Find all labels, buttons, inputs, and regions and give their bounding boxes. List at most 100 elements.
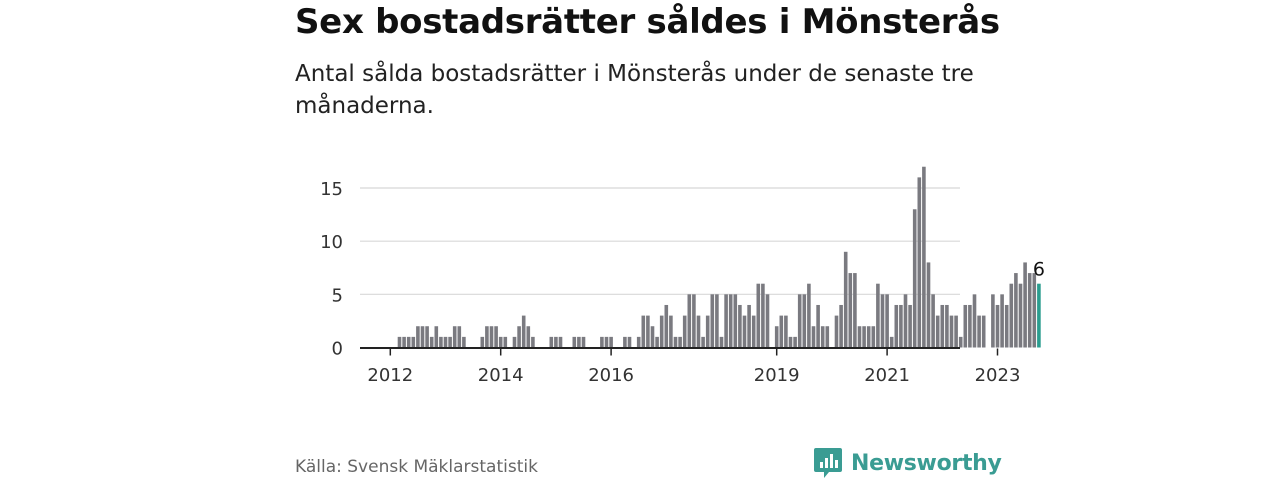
- bar: [1004, 304, 1009, 348]
- brand-name: Newsworthy: [851, 450, 1002, 476]
- bar: [701, 336, 705, 348]
- bar: [807, 283, 811, 348]
- bar: [724, 294, 728, 348]
- bar: [609, 336, 613, 348]
- bar: [922, 166, 926, 348]
- bar: [517, 326, 521, 348]
- bar: [885, 294, 889, 348]
- y-tick-label: 0: [332, 339, 343, 360]
- bar: [554, 336, 558, 348]
- bar: [719, 336, 724, 348]
- y-tick-label: 5: [332, 285, 343, 306]
- x-tick-label: 2021: [864, 365, 910, 386]
- y-tick-label: 15: [320, 179, 343, 200]
- bar: [738, 304, 742, 348]
- bar: [710, 294, 715, 348]
- bar: [512, 336, 517, 348]
- y-axis-ticks: 0 5 10 15: [320, 179, 343, 360]
- bar: [429, 336, 434, 348]
- newsworthy-logo-icon: [814, 448, 842, 478]
- bar: [816, 304, 820, 348]
- bar: [397, 336, 402, 348]
- bar: [531, 336, 535, 348]
- bar: [577, 336, 581, 348]
- bar: [931, 294, 935, 348]
- bar: [581, 336, 586, 348]
- bar: [526, 326, 531, 348]
- bar: [876, 283, 880, 348]
- bar: [880, 294, 885, 348]
- bar: [623, 336, 627, 348]
- bar: [958, 336, 963, 348]
- bar: [908, 304, 912, 348]
- bar: [811, 326, 816, 348]
- bar: [972, 294, 977, 348]
- bar: [503, 336, 508, 348]
- bar: [705, 315, 710, 348]
- bar: [765, 294, 770, 348]
- bar: [991, 294, 995, 348]
- y-tick-label: 10: [320, 232, 343, 253]
- bar: [402, 336, 406, 348]
- bar: [678, 336, 682, 348]
- chart-title: Sex bostadsrätter såldes i Mönsterås: [295, 2, 1000, 42]
- bar: [452, 326, 457, 348]
- bar: [917, 177, 922, 348]
- bar: [604, 336, 609, 348]
- bar: [839, 304, 843, 348]
- bar: [521, 315, 526, 348]
- bar: [448, 336, 452, 348]
- bar: [977, 315, 981, 348]
- bar: [1018, 283, 1023, 348]
- bar: [692, 294, 696, 348]
- bar: [416, 326, 420, 348]
- bar: [843, 251, 848, 348]
- bar: [940, 304, 945, 348]
- bar: [728, 294, 733, 348]
- bar: [1014, 273, 1018, 348]
- bar: [434, 326, 439, 348]
- bar: [751, 315, 756, 348]
- bar: [784, 315, 788, 348]
- bar: [894, 304, 899, 348]
- x-tick-label: 2023: [975, 365, 1021, 386]
- bar: [981, 315, 986, 348]
- last-value-label: 6: [1033, 259, 1045, 281]
- bar: [485, 326, 489, 348]
- bar: [899, 304, 903, 348]
- bar: [558, 336, 563, 348]
- bar: [406, 336, 411, 348]
- bar: [949, 315, 954, 348]
- bar: [853, 273, 857, 348]
- bar: [747, 304, 751, 348]
- bar: [871, 326, 876, 348]
- bar: [756, 283, 761, 348]
- bar: [715, 294, 719, 348]
- bar: [673, 336, 678, 348]
- bar: [862, 326, 866, 348]
- bar: [636, 336, 641, 348]
- bar: [1032, 273, 1037, 348]
- bar: [912, 209, 917, 348]
- bar: [1027, 273, 1032, 348]
- bar: [664, 304, 669, 348]
- x-tick-label: 2012: [367, 365, 413, 386]
- bar: [443, 336, 448, 348]
- x-tick-label: 2016: [588, 365, 634, 386]
- newsworthy-logo[interactable]: Newsworthy: [813, 446, 1002, 480]
- bar: [761, 283, 765, 348]
- bar: [797, 294, 802, 348]
- x-tick-label: 2019: [754, 365, 800, 386]
- bar: [1009, 283, 1014, 348]
- bar: [420, 326, 425, 348]
- bar-chart: 0 5 10 15 2012 2014 2016 2019 2021 2023 6: [320, 166, 1045, 386]
- chart-subtitle: Antal sålda bostadsrätter i Mönsterås un…: [295, 61, 974, 119]
- bar: [848, 273, 853, 348]
- bar: [733, 294, 738, 348]
- x-tick-label: 2014: [478, 365, 524, 386]
- bar: [995, 304, 1000, 348]
- bar: [820, 326, 825, 348]
- bar: [866, 326, 871, 348]
- bar: [696, 315, 701, 348]
- bar: [659, 315, 664, 348]
